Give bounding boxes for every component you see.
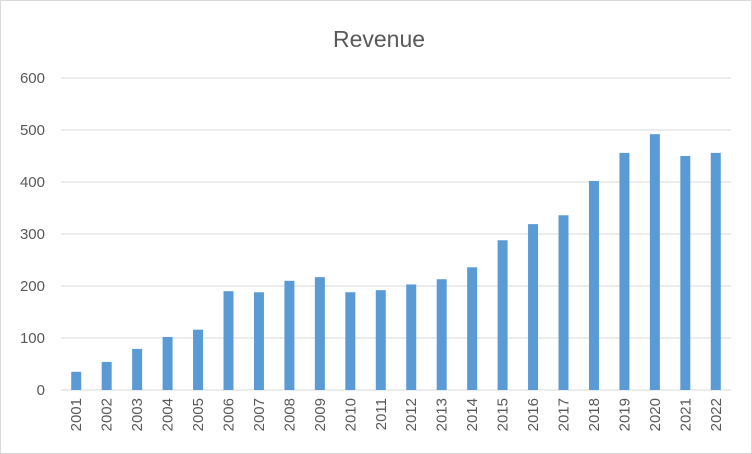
bar-2021 [680, 156, 691, 390]
y-tick-label: 100 [20, 330, 45, 347]
x-tick-label: 2017 [556, 398, 573, 431]
bar-2020 [649, 134, 660, 390]
y-tick-label: 600 [20, 70, 45, 87]
x-tick-label: 2020 [647, 398, 664, 431]
bar-2005 [193, 329, 204, 390]
bar-2006 [223, 291, 234, 390]
y-tick-label: 0 [37, 382, 45, 399]
x-tick-label: 2018 [586, 398, 603, 431]
x-tick-label: 2007 [251, 398, 268, 431]
bar-2008 [284, 280, 295, 390]
x-tick-label: 2005 [190, 398, 207, 431]
x-tick-label: 2021 [677, 398, 694, 431]
x-axis-ticks: 2001 2002 2003 2004 2005 2006 2007 2008 2009 2010… [68, 398, 725, 431]
y-tick-label: 400 [20, 174, 45, 191]
x-tick-label: 2013 [434, 398, 451, 431]
x-tick-label: 2014 [464, 398, 481, 431]
bar-2002 [101, 361, 112, 390]
y-axis-ticks: 0 100 200 300 400 500 600 [20, 70, 45, 399]
x-tick-label: 2010 [342, 398, 359, 431]
bar-2022 [710, 152, 721, 390]
bar-2016 [528, 224, 539, 390]
x-tick-label: 2003 [129, 398, 146, 431]
x-tick-label: 2012 [403, 398, 420, 431]
bar-2017 [558, 215, 569, 390]
x-tick-label: 2022 [708, 398, 725, 431]
bar-2011 [375, 290, 386, 390]
y-tick-label: 300 [20, 226, 45, 243]
bar-2019 [619, 152, 630, 390]
bar-2014 [467, 267, 478, 390]
x-tick-label: 2002 [99, 398, 116, 431]
chart-title: Revenue [333, 26, 425, 52]
x-tick-label: 2008 [281, 398, 298, 431]
bar-2013 [436, 279, 447, 390]
x-tick-label: 2015 [495, 398, 512, 431]
bar-2004 [162, 336, 173, 390]
x-tick-label: 2006 [221, 398, 238, 431]
bar-2015 [497, 240, 508, 390]
y-tick-label: 500 [20, 122, 45, 139]
y-tick-label: 200 [20, 278, 45, 295]
x-tick-label: 2004 [160, 398, 177, 431]
bar-2001 [71, 371, 82, 390]
bar-2003 [132, 348, 143, 390]
bar-2009 [314, 277, 325, 390]
bar-2007 [253, 292, 264, 390]
x-tick-label: 2011 [373, 398, 390, 430]
x-tick-label: 2019 [616, 398, 633, 431]
bar-2010 [345, 292, 356, 390]
bar-2012 [406, 284, 417, 390]
bar-2018 [588, 180, 599, 390]
gridlines [61, 77, 731, 391]
x-tick-label: 2016 [525, 398, 542, 431]
x-tick-label: 2001 [68, 398, 85, 431]
bars [71, 134, 721, 390]
x-tick-label: 2009 [312, 398, 329, 431]
